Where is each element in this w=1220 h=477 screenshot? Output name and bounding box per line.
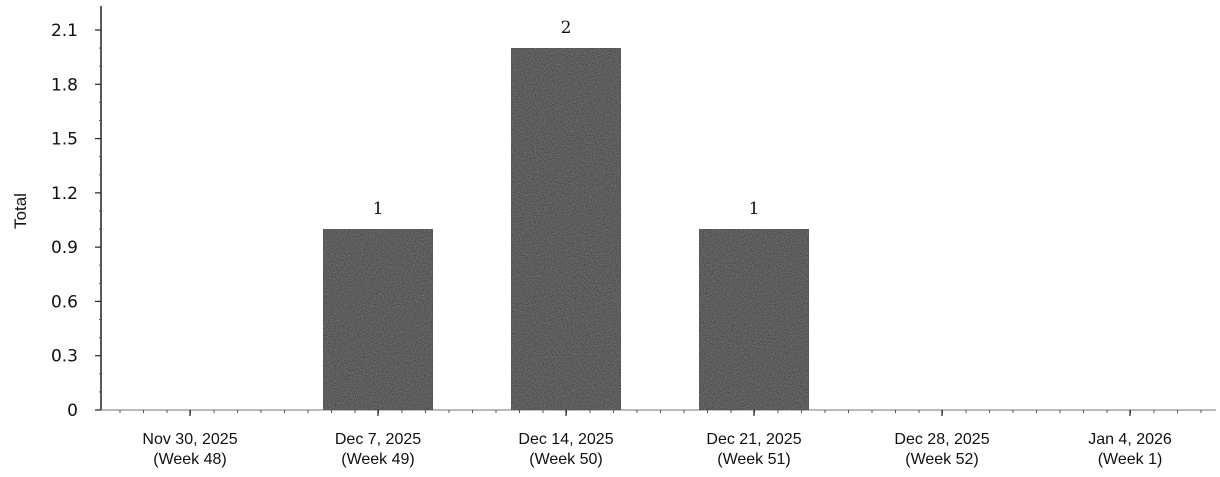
bars — [322, 47, 810, 411]
x-axis: Nov 30, 2025 (Week 48) Dec 7, 2025 (Week 49… — [101, 409, 1216, 468]
bar — [510, 47, 622, 411]
y-tick-label: 1.5 — [51, 130, 78, 150]
x-tick-label: Dec 7, 2025 (Week 49) — [335, 431, 421, 468]
y-axis-label: Total — [11, 193, 30, 229]
bar — [322, 228, 434, 411]
y-tick-label: 0.3 — [51, 347, 78, 367]
y-axis: 0 0.3 0.6 0.9 1.2 1.5 1.8 2.1 — [51, 6, 102, 421]
x-tick-label: Dec 14, 2025 (Week 50) — [518, 431, 613, 468]
y-tick-label: 1.8 — [51, 75, 78, 95]
y-tick-label: 0 — [67, 401, 78, 421]
y-tick-label: 1.2 — [51, 184, 78, 204]
x-tick-label: Jan 4, 2026 (Week 1) — [1088, 431, 1172, 468]
x-tick-label: Dec 21, 2025 (Week 51) — [706, 431, 801, 468]
bar-data-label: 1 — [749, 199, 760, 219]
y-tick-label: 0.9 — [51, 238, 78, 258]
y-tick-label: 0.6 — [51, 292, 78, 312]
data-labels: 1 2 1 — [373, 18, 760, 219]
x-tick-label: Dec 28, 2025 (Week 52) — [894, 431, 989, 468]
bar — [698, 228, 810, 411]
bar-data-label: 1 — [373, 199, 384, 219]
y-tick-label: 2.1 — [51, 21, 78, 41]
bar-data-label: 2 — [561, 18, 572, 38]
x-tick-label: Nov 30, 2025 (Week 48) — [142, 431, 237, 468]
